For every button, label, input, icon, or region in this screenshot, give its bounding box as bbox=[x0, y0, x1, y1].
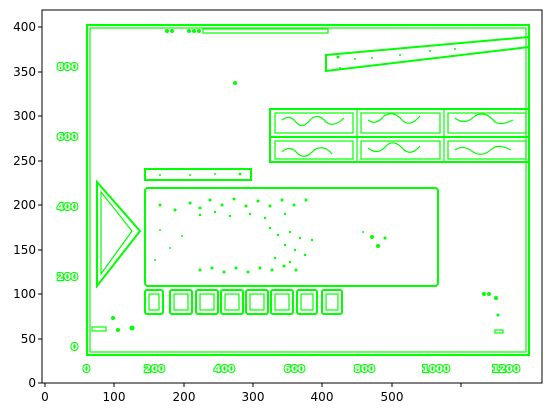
y-tick-label: 0 bbox=[28, 376, 36, 390]
embedded-y-ticks: 800 600 400 200 0 bbox=[56, 61, 79, 354]
svg-text:600: 600 bbox=[57, 132, 78, 143]
x-tick-label: 0 bbox=[41, 390, 49, 404]
top-bar-outline bbox=[202, 28, 329, 34]
x-axis: 0 100 200 300 400 500 bbox=[41, 383, 462, 404]
svg-text:800: 800 bbox=[57, 62, 78, 73]
button-row bbox=[144, 289, 343, 315]
y-tick-label: 50 bbox=[21, 332, 36, 346]
y-axis: 0 50 100 150 200 250 300 350 400 bbox=[13, 20, 42, 390]
axes-frame bbox=[41, 9, 543, 384]
main-content-block bbox=[144, 187, 439, 287]
y-tick-label: 250 bbox=[13, 154, 36, 168]
small-bar bbox=[144, 168, 252, 181]
svg-text:1000: 1000 bbox=[422, 364, 450, 375]
svg-text:400: 400 bbox=[214, 364, 235, 375]
y-tick-label: 150 bbox=[13, 243, 36, 257]
y-tick-label: 200 bbox=[13, 198, 36, 212]
svg-text:400: 400 bbox=[57, 202, 78, 213]
content-noise bbox=[154, 197, 387, 274]
y-tick-label: 400 bbox=[13, 20, 36, 34]
svg-text:600: 600 bbox=[284, 364, 305, 375]
triangle-inner bbox=[100, 190, 133, 276]
window-inner-outline bbox=[89, 27, 527, 353]
y-tick-label: 350 bbox=[13, 65, 36, 79]
svg-text:200: 200 bbox=[144, 364, 165, 375]
y-tick-label: 100 bbox=[13, 287, 36, 301]
lower-left-items bbox=[91, 316, 135, 332]
x-tick-label: 400 bbox=[311, 390, 334, 404]
x-tick-label: 100 bbox=[103, 390, 126, 404]
svg-text:0: 0 bbox=[71, 342, 78, 353]
x-tick-label: 200 bbox=[173, 390, 196, 404]
x-tick-label: 500 bbox=[381, 390, 404, 404]
lone-dot bbox=[233, 81, 237, 85]
edge-content: 800 600 400 200 0 bbox=[56, 24, 530, 376]
svg-text:200: 200 bbox=[57, 272, 78, 283]
x-tick-label: 300 bbox=[242, 390, 265, 404]
y-tick-label: 300 bbox=[13, 109, 36, 123]
window-outline bbox=[86, 24, 530, 356]
slanted-bar bbox=[325, 35, 530, 73]
triangle-shape bbox=[96, 179, 142, 289]
slanted-bar-noise bbox=[336, 48, 456, 69]
embedded-x-ticks: 0 200 400 600 800 1000 1200 bbox=[82, 363, 521, 376]
svg-text:1200: 1200 bbox=[492, 364, 520, 375]
small-bar-noise bbox=[159, 172, 242, 176]
thumbnail-grid bbox=[269, 108, 530, 163]
svg-text:800: 800 bbox=[354, 364, 375, 375]
svg-text:0: 0 bbox=[83, 364, 90, 375]
top-dots bbox=[165, 29, 201, 33]
lower-right-items bbox=[482, 292, 504, 334]
